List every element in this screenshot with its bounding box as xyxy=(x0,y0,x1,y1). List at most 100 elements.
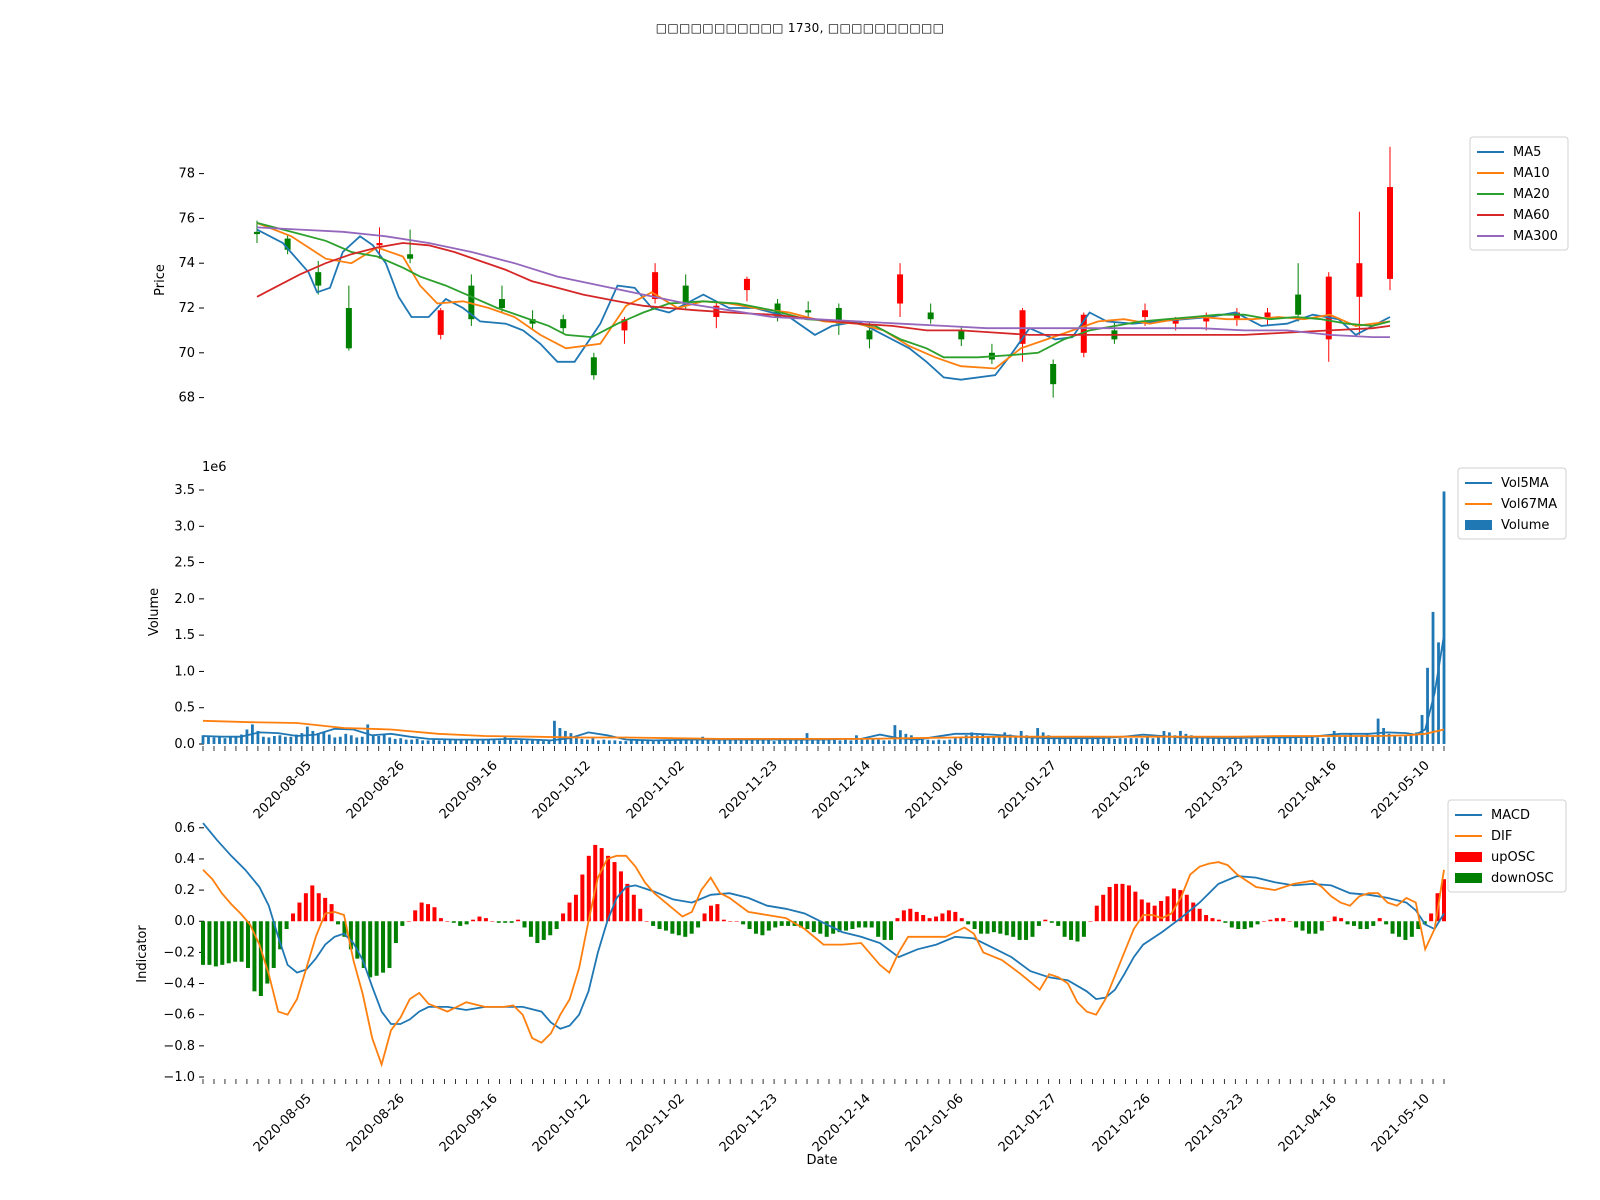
volume-bar xyxy=(234,736,238,744)
osc-down-bar xyxy=(522,921,527,928)
volume-bar xyxy=(959,736,963,744)
osc-up-bar xyxy=(1178,890,1183,922)
volume-bar xyxy=(322,732,326,744)
osc-up-bar xyxy=(303,893,308,922)
osc-down-bar xyxy=(663,921,668,931)
osc-up-bar xyxy=(471,919,476,922)
osc-up-bar xyxy=(940,913,945,922)
osc-up-bar xyxy=(959,918,964,922)
osc-down-bar xyxy=(856,921,861,928)
volume-bar xyxy=(201,735,205,744)
osc-up-bar xyxy=(618,871,623,922)
volume-xtick-label: 2021-01-06 xyxy=(903,758,967,822)
osc-down-bar xyxy=(1011,921,1016,937)
volume-bar xyxy=(1299,738,1303,744)
osc-down-bar xyxy=(1017,921,1022,940)
osc-down-bar xyxy=(393,921,398,944)
osc-up-bar xyxy=(946,910,951,922)
candle-body xyxy=(1233,312,1240,320)
osc-up-bar xyxy=(1043,919,1048,922)
osc-down-bar xyxy=(991,921,996,933)
osc-up-bar xyxy=(1114,883,1119,922)
volume-bar xyxy=(349,735,353,744)
osc-down-bar xyxy=(509,921,514,923)
candle-body xyxy=(835,308,842,324)
volume-bar xyxy=(706,738,710,744)
osc-down-bar xyxy=(400,921,405,926)
volume-bar xyxy=(613,740,617,744)
volume-bar xyxy=(860,738,864,744)
indicator-ytick-label: 0.4 xyxy=(174,852,195,867)
osc-down-bar xyxy=(676,921,681,936)
osc-down-bar xyxy=(336,921,341,925)
osc-up-bar xyxy=(586,855,591,922)
osc-up-bar xyxy=(1268,919,1273,922)
volume-bar xyxy=(459,739,463,744)
osc-down-bar xyxy=(374,921,379,976)
volume-bar xyxy=(1146,737,1149,744)
volume-bar xyxy=(651,741,655,744)
volume-bar xyxy=(844,739,847,744)
osc-down-bar xyxy=(284,921,289,930)
osc-up-bar xyxy=(1126,885,1131,922)
volume-bar xyxy=(591,738,595,744)
osc-up-bar xyxy=(516,919,521,922)
osc-up-bar xyxy=(638,908,643,922)
osc-up-bar xyxy=(914,911,919,922)
volume-bar xyxy=(1338,736,1342,744)
candle-body xyxy=(1203,316,1210,322)
indicator-ytick-label: 0.2 xyxy=(174,883,195,898)
volume-bar xyxy=(953,738,957,744)
volume-bar xyxy=(1211,738,1215,744)
volume-bar xyxy=(1030,736,1034,744)
indicator-xtick-label: 2020-11-23 xyxy=(717,1091,781,1155)
osc-down-bar xyxy=(1036,921,1041,926)
candle-body xyxy=(927,312,934,320)
volume-legend-swatch xyxy=(1465,520,1492,530)
indicator-xtick-label: 2020-12-14 xyxy=(810,1091,874,1155)
candle-body xyxy=(1019,310,1026,344)
osc-down-bar xyxy=(201,921,205,965)
osc-down-bar xyxy=(773,921,778,928)
osc-down-bar xyxy=(1004,921,1009,936)
volume-bar xyxy=(986,736,990,744)
indicator-xtick-label: 2020-11-02 xyxy=(624,1091,688,1155)
volume-xtick-label: 2020-08-26 xyxy=(344,758,408,822)
osc-down-bar xyxy=(863,921,868,928)
osc-up-bar xyxy=(1216,919,1221,922)
indicator-panel: 0.6 0.4 0.2 0.0 −0.2 −0.4 −0.6 −0.8 −1.0 Indicato… xyxy=(135,799,1567,1168)
osc-down-bar xyxy=(1313,921,1318,934)
candle-body xyxy=(1172,319,1179,324)
osc-down-bar xyxy=(348,921,353,950)
osc-down-bar xyxy=(747,921,752,930)
volume-bar xyxy=(734,740,738,744)
volume-bar xyxy=(1080,737,1083,744)
volume-bar xyxy=(607,740,611,744)
candle-body xyxy=(958,330,965,340)
osc-down-bar xyxy=(1409,921,1414,937)
osc-up-bar xyxy=(1107,886,1112,922)
volume-bar xyxy=(212,737,216,744)
osc-up-bar xyxy=(1152,905,1157,922)
osc-down-bar xyxy=(1223,921,1228,923)
volume-bar xyxy=(278,735,282,744)
volume-bar xyxy=(877,739,880,744)
volume-bar xyxy=(1168,732,1171,744)
volume-bar xyxy=(1387,733,1391,744)
osc-up-bar xyxy=(921,915,926,922)
volume-bar xyxy=(426,740,430,744)
volume-bar xyxy=(970,732,974,744)
osc-up-bar xyxy=(612,862,617,922)
candle-body xyxy=(866,330,873,340)
candle-body xyxy=(1295,294,1302,315)
volume-bar xyxy=(893,725,897,744)
volume-bar xyxy=(1074,738,1078,744)
volume-bar xyxy=(717,740,721,744)
volume-bar xyxy=(1354,736,1358,744)
volume-bar xyxy=(1069,738,1073,744)
osc-up-bar xyxy=(490,921,495,922)
price-ytick-label: 72 xyxy=(178,301,195,316)
volume-bar xyxy=(1003,732,1007,744)
osc-up-bar xyxy=(316,893,321,922)
volume-bar xyxy=(1316,737,1320,744)
